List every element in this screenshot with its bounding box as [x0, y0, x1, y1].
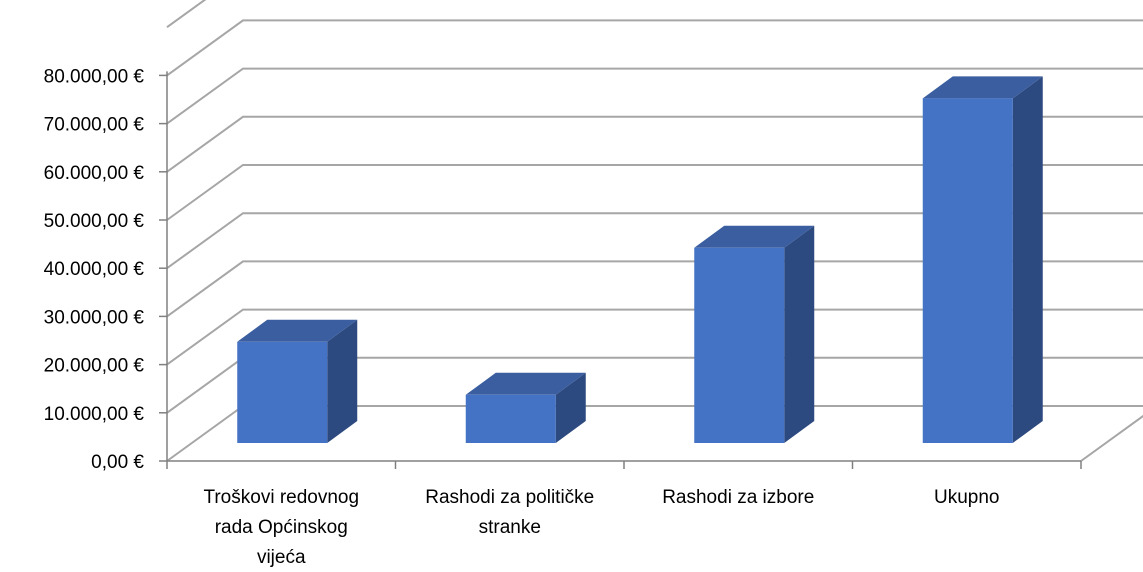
bar-front — [465, 394, 556, 443]
x-category-label: Rashodi za izbore — [662, 487, 814, 508]
bar — [694, 225, 815, 443]
gridline — [166, 260, 1143, 318]
bar-top — [237, 319, 358, 342]
axes — [159, 71, 1082, 469]
y-tick-label: 0,00 € — [91, 452, 144, 473]
y-tick-label: 70.000,00 € — [44, 115, 145, 136]
y-tick-label: 80.000,00 € — [44, 66, 145, 87]
y-tick-label: 40.000,00 € — [44, 259, 145, 280]
floor-edge — [1080, 414, 1143, 462]
gridline — [166, 67, 1143, 125]
bar — [465, 372, 586, 443]
bar-side — [555, 372, 586, 443]
gridline — [166, 0, 207, 29]
gridlines — [166, 0, 1143, 462]
y-tick-label: 10.000,00 € — [44, 404, 145, 425]
bar — [237, 319, 358, 443]
gridline — [166, 212, 1143, 270]
bar — [922, 76, 1043, 444]
y-tick-label: 60.000,00 € — [44, 163, 145, 184]
bar-side — [784, 225, 815, 443]
x-category-label: Troškovi redovnog rada Općinskog vijeća — [203, 487, 359, 568]
bar-front — [694, 247, 785, 443]
x-axis-category-labels: Troškovi redovnog rada Općinskog vijeća Ras… — [203, 487, 999, 568]
y-tick-label: 50.000,00 € — [44, 211, 145, 232]
bar-front — [922, 98, 1013, 444]
y-axis-tick-labels: 0,00 € 10.000,00 € 20.000,00 € 30.000,00 € 4… — [44, 66, 145, 473]
y-tick-label: 30.000,00 € — [44, 307, 145, 328]
bar-top — [465, 372, 586, 395]
x-category-label: Ukupno — [934, 487, 1000, 508]
bars — [237, 76, 1043, 444]
gridline — [166, 164, 1143, 221]
bar-top — [694, 225, 815, 248]
bar-side — [327, 319, 358, 443]
bar-front — [237, 341, 328, 443]
gridline — [166, 19, 1143, 77]
y-tick-label: 20.000,00 € — [44, 356, 145, 377]
gridline — [166, 308, 1143, 366]
bar-side — [1012, 76, 1043, 444]
bar-top — [922, 76, 1043, 99]
gridline — [166, 115, 1143, 173]
x-category-label: Rashodi za političke stranke — [425, 487, 594, 538]
